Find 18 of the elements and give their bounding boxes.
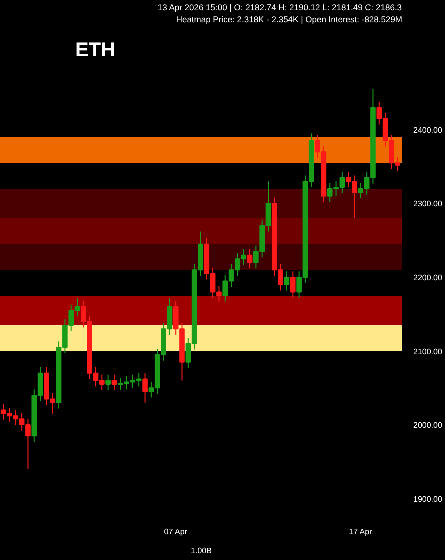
text: 1.00B — [191, 546, 212, 556]
x-tick-label: 07 Apr — [164, 528, 188, 536]
candlestick — [247, 248, 253, 270]
y-tick-label: 2000.00 — [414, 421, 443, 430]
y-tick-label: 1900.00 — [414, 494, 443, 504]
y-tick-label: 2100.00 — [414, 347, 443, 356]
candlestick — [142, 372, 148, 404]
y-tick-label: 2200.00 — [414, 274, 443, 283]
candlestick — [284, 271, 290, 292]
y-tick-label: 2400.00 — [414, 126, 443, 135]
candlestick — [106, 374, 111, 391]
text: 13 Apr 2026 15:00 | O: 2182.74 H: 2190.12 L: 2181.49 C: 2186.3 — [158, 2, 402, 12]
x-tick-label: 17 Apr — [349, 528, 373, 536]
y-tick-label: 2300.00 — [414, 200, 443, 209]
annotation: Heatmap Price: 2.318K - 2.354K | Open Interest: -828.529M — [176, 14, 403, 24]
candlestick — [290, 271, 296, 299]
candlestick — [112, 374, 118, 391]
text: ETH — [76, 40, 116, 62]
